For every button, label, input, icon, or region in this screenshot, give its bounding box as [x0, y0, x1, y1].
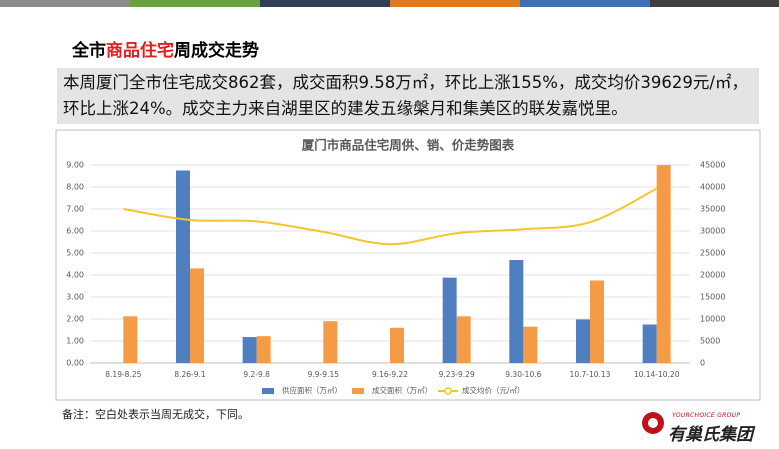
stripe	[260, 0, 390, 7]
x-tick-label: 8.26-9.1	[174, 370, 206, 379]
bar	[456, 316, 471, 363]
legend-label: 供应面积（万㎡）	[282, 385, 342, 395]
legend-label: 成交面积（万㎡）	[372, 385, 432, 395]
y2-tick-label: 15000	[700, 293, 725, 302]
title-highlight: 商品住宅	[106, 41, 174, 61]
y-tick-label: 4.00	[66, 271, 84, 280]
y-tick-label: 7.00	[66, 205, 84, 214]
bar	[256, 336, 271, 363]
y-tick-label: 2.00	[66, 315, 84, 324]
x-tick-label: 10.14-10.20	[634, 370, 680, 379]
y-tick-label: 6.00	[66, 227, 84, 236]
bar	[590, 280, 604, 363]
y2-tick-label: 0	[700, 359, 705, 368]
bar	[656, 165, 671, 363]
y2-tick-label: 5000	[700, 337, 720, 346]
y2-tick-label: 25000	[700, 249, 725, 258]
bar	[176, 170, 190, 363]
x-tick-label: 9.16-9.22	[372, 370, 408, 379]
x-tick-label: 9.2-9.8	[243, 370, 270, 379]
y2-tick-label: 10000	[700, 315, 725, 324]
logo-icon	[642, 412, 664, 434]
legend-label: 成交均价（元/㎡）	[462, 385, 525, 395]
stripe	[0, 0, 130, 7]
logo-tagline: YOURCHOICE GROUP	[672, 412, 741, 419]
y2-tick-label: 35000	[700, 205, 725, 214]
x-tick-label: 9.9-9.15	[308, 370, 340, 379]
footnote: 备注：空白处表示当周无成交，下同。	[62, 408, 249, 421]
bars	[123, 165, 671, 363]
legend-swatch	[352, 388, 364, 394]
bar	[123, 316, 138, 363]
y-tick-label: 3.00	[66, 293, 84, 302]
y-tick-label: 9.00	[66, 161, 84, 170]
y-tick-label: 1.00	[66, 337, 84, 346]
bar	[576, 319, 590, 363]
legend-marker	[444, 387, 452, 395]
x-tick-label: 8.19-8.25	[105, 370, 141, 379]
legend-swatch	[262, 388, 274, 394]
logo-name: 有巢氏集团	[668, 425, 753, 445]
x-tick-label: 10.7-10.13	[570, 370, 611, 379]
bar	[242, 337, 257, 363]
x-tick-label: 9.23-9.29	[439, 370, 475, 379]
stripe	[390, 0, 520, 7]
y2-tick-label: 45000	[700, 161, 725, 170]
x-tick-label: 9.30-10.6	[505, 370, 541, 379]
chart-title: 厦门市商品住宅周供、销、价走势图表	[302, 138, 515, 153]
title-part: 周成交走势	[174, 41, 259, 61]
title-part: 全市	[72, 41, 106, 61]
bar	[390, 327, 404, 363]
y-tick-label: 0.00	[66, 359, 84, 368]
y2-tick-label: 30000	[700, 227, 725, 236]
bar	[323, 321, 338, 363]
bar	[523, 326, 538, 363]
y-tick-label: 8.00	[66, 183, 84, 192]
bar	[642, 324, 657, 363]
y2-tick-label: 40000	[700, 183, 725, 192]
y-tick-label: 5.00	[66, 249, 84, 258]
stripe	[650, 0, 779, 7]
bar	[190, 268, 204, 363]
bar	[442, 277, 457, 363]
y2-tick-label: 20000	[700, 271, 725, 280]
summary: 本周厦门全市住宅成交862套，成交面积9.58万㎡，环比上涨155%，成交均价3…	[57, 68, 759, 124]
stripe	[520, 0, 650, 7]
slide-title: 全市商品住宅周成交走势	[72, 36, 259, 61]
price-line	[123, 187, 658, 246]
stripe	[130, 0, 260, 7]
bar	[509, 260, 524, 363]
